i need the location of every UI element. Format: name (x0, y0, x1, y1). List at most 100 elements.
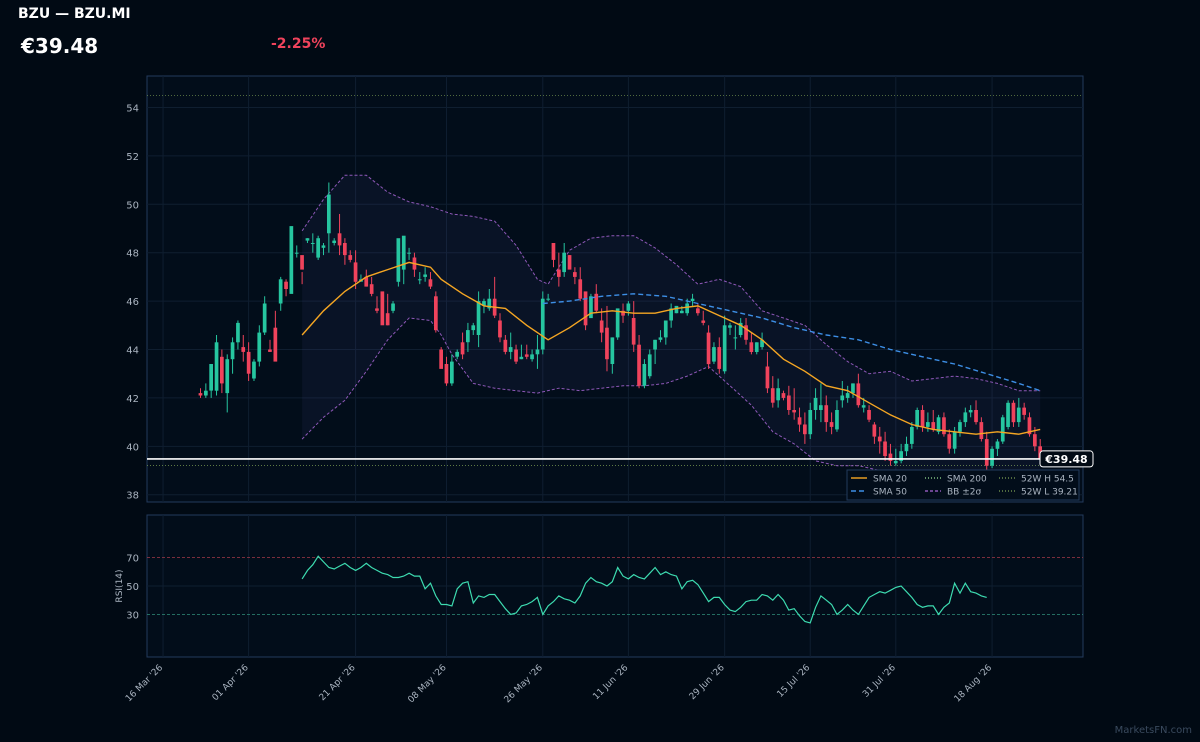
candle-body (605, 327, 609, 360)
candle-body (947, 434, 952, 449)
candle-body (621, 310, 625, 316)
candle-body (236, 322, 240, 343)
candle-body (514, 349, 518, 362)
last-price-badge (1039, 450, 1094, 468)
candle-body (401, 235, 406, 270)
candle-body (198, 393, 203, 396)
candle-body (744, 325, 748, 340)
price-tick-label: 44 (126, 346, 139, 357)
candle-body (840, 395, 845, 401)
candle-body (963, 412, 968, 423)
candle-body (653, 339, 657, 350)
candle-body (407, 252, 411, 254)
candle-body (450, 361, 454, 384)
candle-body (546, 298, 550, 300)
candle-body (776, 388, 780, 401)
rsi-tick-label: 30 (126, 610, 139, 621)
candle-body (460, 342, 465, 355)
candle-body (562, 252, 566, 273)
candle-body (423, 274, 427, 277)
candle-body (760, 339, 764, 348)
candle-body (883, 441, 887, 456)
candle-body (573, 272, 577, 277)
candle-body (417, 279, 422, 281)
candle-body (856, 383, 861, 406)
date-tick-label: 29 Jun '26 (688, 663, 727, 702)
legend-entry: SMA 50 (873, 488, 907, 498)
candle-body (1006, 402, 1010, 427)
candle-body (594, 293, 599, 311)
candle-body (246, 351, 251, 374)
candle-body (508, 347, 513, 352)
candle-body (551, 243, 556, 260)
candle-body (332, 240, 336, 243)
candle-body (268, 349, 272, 352)
date-tick-label: 16 Mar '26 (124, 663, 165, 704)
price-tick-label: 40 (126, 442, 139, 453)
candle-body (439, 349, 443, 369)
candle-body (867, 410, 871, 420)
candle-body (829, 422, 834, 427)
candle-body (974, 410, 978, 423)
candle-body (321, 245, 326, 248)
candle-body (888, 453, 893, 461)
bollinger-band-fill (302, 175, 1041, 488)
price-tick-label: 42 (126, 394, 139, 405)
rsi-line (301, 555, 987, 624)
candle-body (273, 327, 278, 362)
candle-body (990, 448, 994, 466)
price-tick-label: 52 (126, 152, 139, 163)
legend-box (846, 469, 1080, 501)
candle-body (530, 354, 534, 360)
date-tick-label: 11 Jun '26 (591, 663, 630, 702)
bollinger-upper-line (301, 174, 1041, 392)
candle-body (936, 417, 941, 432)
candle-body (380, 291, 385, 326)
candle-body (968, 410, 973, 413)
candle-body (669, 308, 673, 321)
candle-body (942, 417, 946, 435)
candle-body (519, 356, 524, 360)
candle-body (706, 332, 711, 365)
candle-body (284, 281, 288, 289)
candle-body (1033, 434, 1037, 447)
candle-body (305, 238, 310, 241)
candle-body (1000, 417, 1005, 442)
candle-body (920, 410, 925, 427)
candle-body (647, 354, 652, 377)
candle-body (1016, 407, 1021, 423)
candle-body (375, 308, 379, 311)
candle-body (642, 364, 647, 386)
candle-body (535, 349, 540, 355)
candle-body (637, 344, 641, 386)
rsi-tick-label: 50 (126, 582, 139, 593)
candle-body (343, 243, 347, 256)
candle-body (348, 255, 353, 260)
price-panel-frame (146, 75, 1084, 503)
candle-body (476, 301, 481, 335)
candle-body (803, 424, 807, 435)
candle-body (685, 303, 689, 314)
candle-body (487, 298, 492, 309)
candle-body (712, 347, 716, 362)
candle-body (385, 313, 390, 326)
price-tick-label: 48 (126, 249, 139, 260)
candle-body (754, 342, 759, 352)
candle-body (337, 233, 342, 246)
candle-body (765, 366, 770, 389)
candle-body (455, 351, 459, 357)
candle-body (204, 390, 208, 396)
candle-body (819, 405, 823, 410)
candle-body (327, 194, 331, 234)
candle-body (690, 298, 695, 302)
candle-body (877, 436, 882, 442)
candle-body (733, 337, 738, 339)
candle-body (663, 320, 668, 338)
sma20-line (301, 261, 1041, 435)
candle-body (995, 441, 1000, 449)
candle-body (557, 269, 561, 277)
legend-entry: SMA 20 (873, 475, 907, 485)
candle-body (230, 342, 235, 360)
candle-body (1022, 407, 1026, 415)
